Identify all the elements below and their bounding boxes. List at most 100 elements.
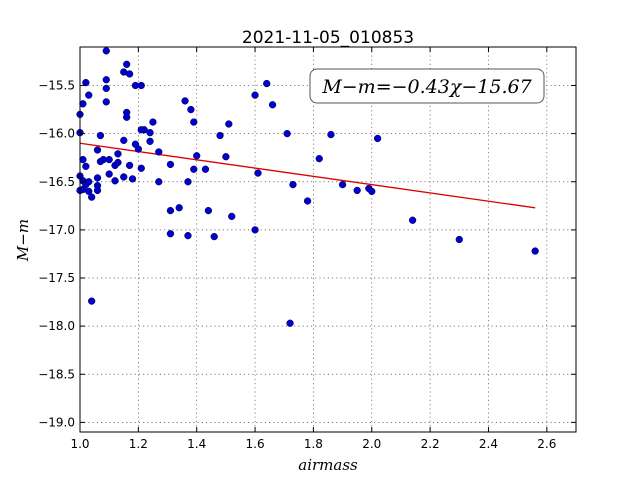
y-tick-label: −16.5 xyxy=(38,175,75,189)
data-point xyxy=(531,247,539,255)
y-tick-label: −16.0 xyxy=(38,127,75,141)
y-tick-label: −18.0 xyxy=(38,319,75,333)
data-point xyxy=(88,193,96,201)
data-point xyxy=(338,180,347,189)
data-point xyxy=(93,186,102,195)
data-point xyxy=(166,206,175,215)
data-point xyxy=(105,170,113,178)
y-tick-label: −15.5 xyxy=(38,79,75,93)
data-point xyxy=(251,91,259,99)
annotation-text: M−m=−0.43χ−15.67 xyxy=(321,76,532,98)
grid-layer xyxy=(80,47,576,432)
data-point xyxy=(327,130,335,139)
data-point xyxy=(125,161,134,170)
data-point xyxy=(111,161,119,170)
data-point xyxy=(79,100,87,108)
data-point xyxy=(79,185,87,194)
data-point xyxy=(137,126,145,134)
data-point xyxy=(353,186,361,195)
points-layer xyxy=(76,47,539,327)
data-point xyxy=(114,150,122,158)
data-point xyxy=(184,232,192,240)
chart-title: 2021-11-05_010853 xyxy=(242,28,414,48)
x-tick-label: 1.2 xyxy=(129,437,148,451)
data-point xyxy=(289,180,297,189)
y-tick-label: −17.0 xyxy=(38,223,75,237)
data-point xyxy=(120,68,128,76)
data-point xyxy=(225,120,233,128)
fit-annotation: M−m=−0.43χ−15.67 xyxy=(309,68,545,104)
data-point xyxy=(82,162,90,171)
data-point xyxy=(146,129,154,137)
x-tick-label: 1.0 xyxy=(70,437,89,451)
data-point xyxy=(408,216,417,224)
data-point xyxy=(187,105,195,114)
data-point xyxy=(216,131,224,140)
y-tick-label: −19.0 xyxy=(38,415,75,429)
data-point xyxy=(181,97,189,105)
data-point xyxy=(166,230,175,238)
data-point xyxy=(134,145,143,153)
data-point xyxy=(102,47,110,55)
data-point xyxy=(120,136,128,145)
data-point xyxy=(254,169,262,177)
data-point xyxy=(455,235,463,244)
x-tick-label: 1.6 xyxy=(246,437,265,451)
data-point xyxy=(155,178,163,186)
data-point xyxy=(201,165,210,173)
data-point xyxy=(268,101,277,109)
data-point xyxy=(149,118,157,126)
x-tick-label: 2.2 xyxy=(421,437,440,451)
data-point xyxy=(102,84,110,93)
data-point xyxy=(286,319,294,327)
data-point xyxy=(368,187,376,196)
data-point xyxy=(175,204,183,212)
x-axis-label: airmass xyxy=(298,456,358,474)
x-tick-label: 2.6 xyxy=(537,437,556,451)
y-tick-label: −17.5 xyxy=(38,271,75,285)
plot-frame xyxy=(79,46,577,433)
data-point xyxy=(283,129,291,138)
data-point xyxy=(123,113,131,121)
data-point xyxy=(166,160,175,169)
data-point xyxy=(251,226,259,234)
y-axis-label: M−m xyxy=(14,219,32,262)
data-point xyxy=(184,178,192,186)
data-point xyxy=(228,212,236,221)
data-point xyxy=(137,81,145,90)
data-point xyxy=(79,155,87,164)
data-point xyxy=(128,175,137,183)
data-point xyxy=(82,78,90,87)
data-point xyxy=(93,146,102,154)
data-point xyxy=(204,206,213,215)
data-point xyxy=(88,297,96,305)
x-tick-label: 1.8 xyxy=(304,437,323,451)
data-point xyxy=(93,174,102,182)
y-tick-label: −18.5 xyxy=(38,367,75,381)
data-point xyxy=(137,164,145,172)
data-point xyxy=(190,165,198,173)
data-point xyxy=(123,60,131,68)
data-point xyxy=(263,79,271,88)
data-point xyxy=(102,76,110,84)
data-point xyxy=(193,152,201,160)
data-point xyxy=(111,177,119,185)
data-point xyxy=(373,134,382,143)
data-point xyxy=(190,118,198,126)
data-point xyxy=(105,155,113,164)
data-point xyxy=(315,155,323,163)
ticks-layer: 1.0 1.2 1.4 1.6 1.8 2.0 2.2 2.4 2.6 −15.5 −16.0 −16… xyxy=(38,47,576,451)
x-tick-label: 1.4 xyxy=(187,437,206,451)
data-point xyxy=(155,148,163,156)
data-point xyxy=(96,131,105,140)
data-point xyxy=(146,137,154,145)
data-point xyxy=(102,98,110,106)
x-tick-label: 2.0 xyxy=(362,437,381,451)
data-point xyxy=(210,232,218,241)
annotation-box xyxy=(309,68,545,104)
data-point xyxy=(222,153,230,161)
data-point xyxy=(120,173,128,181)
data-point xyxy=(96,157,105,166)
data-point xyxy=(85,91,93,99)
